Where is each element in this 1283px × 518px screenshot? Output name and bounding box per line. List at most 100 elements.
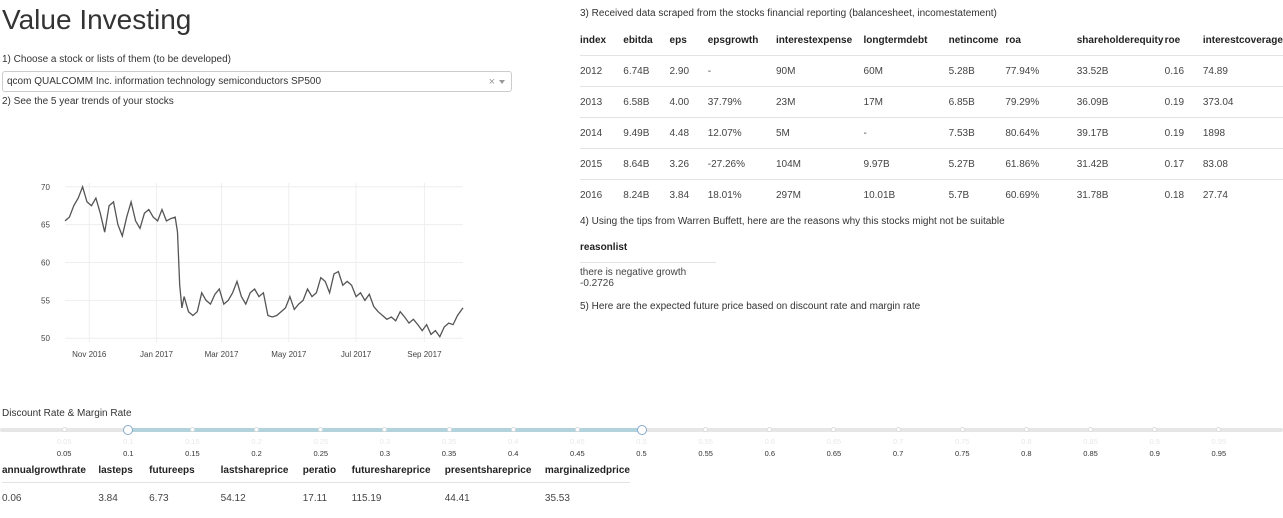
cell-interestexpense: 90M xyxy=(776,55,864,87)
slider-high-handle[interactable] xyxy=(636,425,647,435)
slider-tick-label-shadow: 0.55 xyxy=(698,437,713,446)
cell-epsgrowth: 18.01% xyxy=(707,179,776,210)
cell-roe: 0.18 xyxy=(1164,179,1203,210)
slider-tick-mark xyxy=(1023,426,1029,432)
column-header-longtermdebt: longtermdebt xyxy=(863,34,928,46)
cell-presentshareprice: 44.41 xyxy=(444,482,545,513)
close-icon[interactable]: × xyxy=(488,75,495,88)
slider-tick-label-shadow: 0.15 xyxy=(185,437,200,446)
cell-roe: 0.19 xyxy=(1164,117,1203,149)
slider-tick-label-shadow: 0.65 xyxy=(826,437,842,446)
slider-tick-label-shadow: 0.85 xyxy=(1083,437,1098,446)
step-5-label: 5) Here are the expected future price ba… xyxy=(580,301,921,312)
slider-tick-label: 0.35 xyxy=(441,449,457,458)
slider-tick-label-shadow: 0.6 xyxy=(764,437,776,446)
column-header-presentshareprice: presentshareprice xyxy=(444,464,532,476)
table-row: 2013 6.58B 4.00 37.79% 23M 17M 6.85B 79.29% 36.0… xyxy=(580,86,1283,118)
slider-tick-label-shadow: 0.8 xyxy=(1021,437,1032,446)
cell-lasteps: 3.84 xyxy=(98,482,150,513)
slider-tick-label-shadow: 0.75 xyxy=(954,437,970,446)
cell-ebitda: 8.24B xyxy=(623,179,670,210)
column-header-lasteps: lasteps xyxy=(98,464,133,476)
cell-roa: 61.86% xyxy=(1005,148,1077,180)
cell-eps: 2.90 xyxy=(669,55,708,87)
cell-shareholderequity: 39.17B xyxy=(1076,117,1165,149)
cell-shareholderequity: 31.78B xyxy=(1076,179,1165,210)
cell-shareholderequity: 31.42B xyxy=(1076,148,1165,180)
cell-longtermdebt: 17M xyxy=(863,86,949,118)
slider-tick-label-shadow: 0.2 xyxy=(251,437,262,446)
slider-tick-label-shadow: 0.5 xyxy=(636,437,647,446)
slider-tick-label: 0.8 xyxy=(1021,449,1032,458)
cell-ebitda: 6.74B xyxy=(623,55,670,87)
cell-netincome: 5.27B xyxy=(948,148,1006,180)
cell-annualgrowthrate: 0.06 xyxy=(2,482,99,513)
cell-ebitda: 9.49B xyxy=(623,117,670,149)
y-tick-label: 50 xyxy=(41,334,50,343)
stock-select[interactable]: qcom QUALCOMM Inc. information technolog… xyxy=(2,71,512,92)
slider-tick-mark xyxy=(189,426,195,432)
cell-longtermdebt: - xyxy=(863,117,949,149)
cell-futureeps: 6.73 xyxy=(149,482,221,513)
cell-longtermdebt: 60M xyxy=(863,55,949,87)
cell-interestexpense: 23M xyxy=(776,86,864,118)
cell-index: 2014 xyxy=(580,117,624,149)
slider-tick-label: 0.4 xyxy=(507,449,519,458)
x-tick-label: Nov 2016 xyxy=(72,350,107,359)
slider-tick-label-shadow: 0.05 xyxy=(56,437,72,446)
column-header-roe: roe xyxy=(1164,34,1181,46)
x-tick-label: Jan 2017 xyxy=(140,350,173,359)
financials-table: index ebitda eps epsgrowth interestexpense lo… xyxy=(580,25,1283,210)
slider-low-handle[interactable] xyxy=(123,425,134,435)
slider-tick-label: 0.25 xyxy=(313,449,329,458)
cell-index: 2015 xyxy=(580,148,624,180)
slider-tick-mark xyxy=(959,426,965,432)
column-header-marginalizedprice: marginalizedprice xyxy=(544,464,630,476)
price-trend-chart: 50 55 60 65 70 Nov 2016 Jan 2017 Mar 2017 May 2… xyxy=(41,183,464,359)
slider-tick-label-shadow: 0.25 xyxy=(313,437,329,446)
cell-epsgrowth: - xyxy=(707,55,776,87)
slider-tick-mark xyxy=(318,426,324,432)
slider-tick-label-shadow: 0.35 xyxy=(441,437,457,446)
slider-tick-mark xyxy=(254,426,260,432)
reasons-header: reasonlist xyxy=(580,241,628,253)
slider-tick-label: 0.15 xyxy=(185,449,200,458)
cell-netincome: 6.85B xyxy=(948,86,1006,118)
chevron-down-icon[interactable] xyxy=(499,79,505,84)
slider-tick-mark xyxy=(1216,426,1222,432)
column-header-epsgrowth: epsgrowth xyxy=(707,34,759,46)
table-row: 2016 8.24B 3.84 18.01% 297M 10.01B 5.7B 60.69% 3… xyxy=(580,179,1283,210)
slider-tick-label-shadow: 0.45 xyxy=(570,437,585,446)
slider-tick-label: 0.75 xyxy=(954,449,970,458)
slider-tick-mark xyxy=(382,426,388,432)
cell-interestcoverage: 83.08 xyxy=(1202,148,1283,180)
chart-x-axis: Nov 2016 Jan 2017 Mar 2017 May 2017 Jul 2017… xyxy=(72,350,442,359)
price-series-line xyxy=(64,184,464,338)
slider-tick-mark xyxy=(1088,426,1094,432)
slider-tick-mark xyxy=(574,426,580,432)
slider-tick-mark xyxy=(831,426,837,432)
cell-lastshareprice: 54.12 xyxy=(220,482,303,513)
reasons-table: reasonlist there is negative growth -0.2… xyxy=(580,232,716,293)
column-header-lastshareprice: lastshareprice xyxy=(220,464,289,476)
cell-index: 2013 xyxy=(580,86,624,118)
y-tick-label: 60 xyxy=(41,259,50,268)
cell-longtermdebt: 10.01B xyxy=(863,179,949,210)
cell-interestcoverage: 1898 xyxy=(1202,117,1283,149)
financials-header-row: index ebitda eps epsgrowth interestexpense lo… xyxy=(580,25,1283,56)
slider-tick-mark xyxy=(1152,426,1158,432)
cell-eps: 3.84 xyxy=(669,179,708,210)
slider-tick-label-shadow: 0.9 xyxy=(1149,437,1160,446)
column-header-interestexpense: interestexpense xyxy=(776,34,853,46)
cell-epsgrowth: 12.07% xyxy=(707,117,776,149)
x-tick-label: Mar 2017 xyxy=(205,350,239,359)
cell-marginalizedprice: 35.53 xyxy=(544,482,630,513)
x-tick-label: Sep 2017 xyxy=(407,350,442,359)
slider-tick-label-shadow: 0.1 xyxy=(123,437,134,446)
column-header-eps: eps xyxy=(669,34,687,46)
slider-tick-label: 0.2 xyxy=(251,449,262,458)
cell-netincome: 5.7B xyxy=(948,179,1006,210)
slider-tick-mark xyxy=(767,426,773,432)
y-tick-label: 70 xyxy=(41,183,50,192)
slider-tick-label: 0.55 xyxy=(698,449,713,458)
